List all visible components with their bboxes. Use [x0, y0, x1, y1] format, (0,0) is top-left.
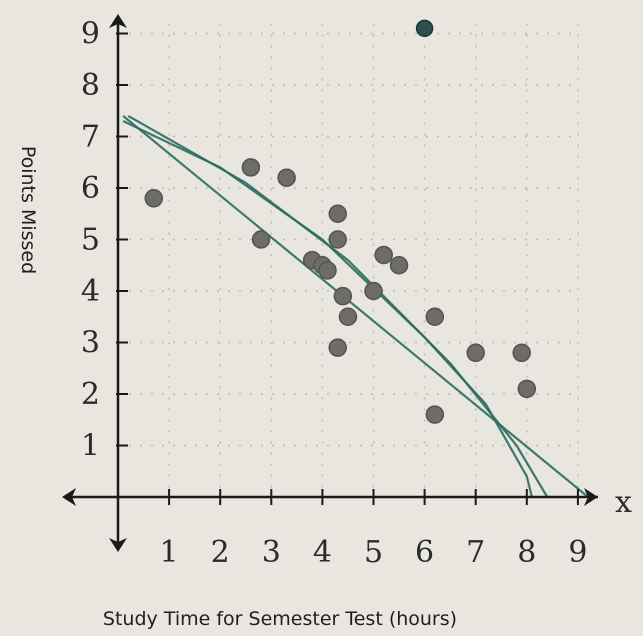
x-axis-variable: x: [615, 485, 632, 520]
data-point: [144, 189, 164, 208]
y-tick-label: 9: [81, 17, 100, 52]
y-tick-label: 5: [81, 223, 100, 258]
grid-layer: [118, 23, 579, 497]
y-axis-arrow-down: [109, 538, 127, 552]
trend-lines: [122, 114, 589, 498]
data-point: [374, 245, 393, 265]
x-axis-arrow-left: [62, 488, 76, 506]
x-tick-label: 6: [415, 535, 434, 570]
x-tick-label: 8: [517, 535, 536, 570]
data-point: [328, 338, 347, 357]
y-axis-title: Points Missed: [17, 146, 39, 274]
data-point: [389, 256, 409, 275]
y-tick-label: 1: [81, 429, 100, 464]
data-point: [425, 307, 445, 326]
x-tick-label: 1: [160, 535, 179, 570]
data-point: [277, 168, 296, 187]
data-point: [338, 307, 358, 326]
data-point: [328, 230, 347, 249]
x-tick-label: 4: [313, 535, 332, 570]
y-tick-label: 4: [81, 274, 100, 309]
y-tick-label: 3: [81, 326, 100, 361]
trend-line: [127, 114, 549, 498]
y-tick-label: 7: [81, 120, 100, 155]
x-tick-label: 2: [211, 535, 230, 570]
data-point: [251, 230, 271, 249]
data-point: [517, 379, 537, 399]
data-point: [425, 405, 445, 424]
x-tick-label: 7: [466, 535, 485, 570]
data-point: [466, 343, 485, 363]
data-points: [144, 19, 537, 424]
x-axis-arrow-right: [584, 488, 598, 506]
outlier-point: [415, 19, 434, 38]
data-point: [241, 158, 261, 177]
y-axis-arrow-up: [109, 14, 127, 28]
data-point: [318, 261, 337, 280]
axes: [62, 14, 598, 552]
trend-line: [122, 120, 533, 498]
data-point: [512, 343, 531, 363]
trend-line: [122, 115, 589, 498]
x-axis-title: Study Time for Semester Test (hours): [103, 608, 457, 630]
y-tick-label: 2: [81, 377, 100, 412]
x-tick-label: 5: [364, 535, 383, 570]
y-tick-label: 6: [81, 171, 100, 206]
data-point: [333, 286, 353, 306]
x-tick-label: 9: [568, 535, 587, 570]
data-point: [328, 204, 347, 223]
y-tick-label: 8: [81, 68, 100, 103]
data-point: [364, 281, 383, 301]
x-tick-label: 3: [262, 535, 281, 570]
